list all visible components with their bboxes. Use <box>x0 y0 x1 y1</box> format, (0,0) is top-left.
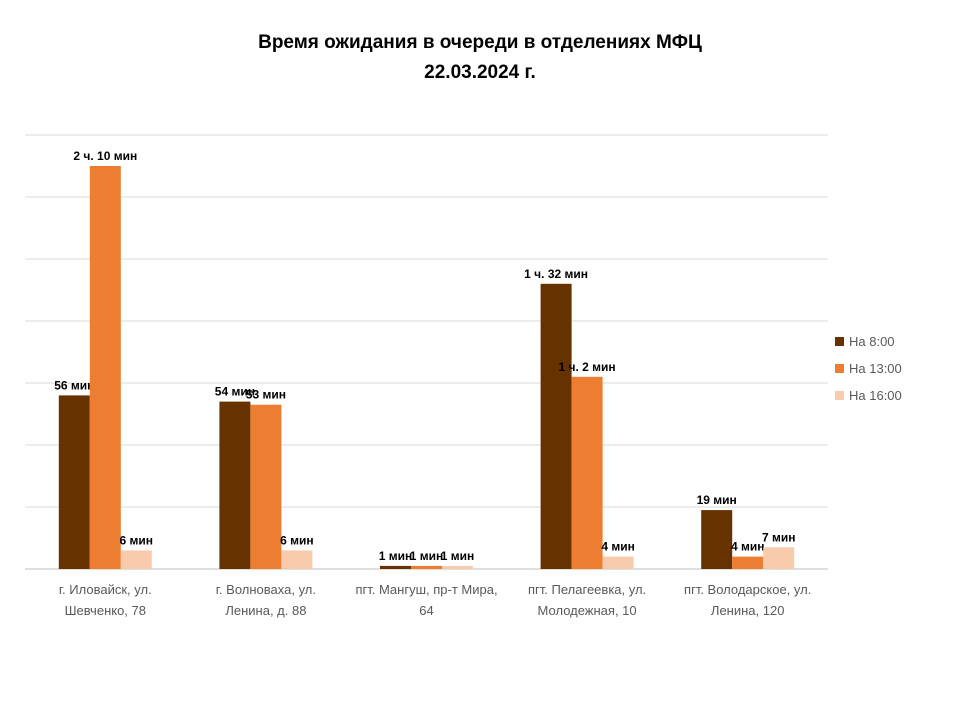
data-label: 4 мин <box>601 540 635 554</box>
x-tick-label: пгт. Володарское, ул. Ленина, 120 <box>684 582 812 618</box>
x-tick-label: г. Волноваха, ул. Ленина, д. 88 <box>215 582 316 618</box>
data-label: 56 мин <box>54 378 94 392</box>
bar <box>89 166 121 569</box>
data-label: 1 мин <box>410 549 444 563</box>
data-label: 6 мин <box>280 533 314 547</box>
data-label: 6 мин <box>120 533 154 547</box>
bar <box>411 565 442 569</box>
legend-item: На 16:00 <box>835 388 902 403</box>
data-label: 1 мин <box>441 549 475 563</box>
legend-swatch <box>835 337 844 346</box>
data-label: 1 ч. 32 мин <box>524 267 588 281</box>
bar <box>571 376 603 569</box>
data-label: 19 мин <box>697 493 737 507</box>
x-tick-label: пгт. Мангуш, пр-т Мира, 64 <box>355 582 498 618</box>
data-label: 4 мин <box>731 540 765 554</box>
bar <box>763 547 795 569</box>
legend-label: На 13:00 <box>849 361 902 376</box>
bar <box>540 283 572 569</box>
legend-item: На 8:00 <box>835 334 895 349</box>
legend-swatch <box>835 364 844 373</box>
bar <box>442 565 473 569</box>
chart-title: Время ожидания в очереди в отделениях МФ… <box>258 32 702 83</box>
bar <box>281 550 313 569</box>
bar <box>219 401 251 569</box>
legend-swatch <box>835 391 844 400</box>
x-tick-label: пгт. Пелагеевка, ул. Молодежная, 10 <box>528 582 647 618</box>
x-tick-label: г. Иловайск, ул. Шевченко, 78 <box>58 582 152 618</box>
data-label: 1 мин <box>379 549 413 563</box>
data-label: 54 мин <box>215 385 255 399</box>
bar <box>602 556 634 569</box>
bar <box>58 395 90 569</box>
data-label: 1 ч. 2 мин <box>559 360 616 374</box>
data-label: 2 ч. 10 мин <box>73 149 137 163</box>
legend-label: На 16:00 <box>849 388 902 403</box>
data-label: 53 мин <box>246 388 286 402</box>
legend-label: На 8:00 <box>849 334 895 349</box>
bar <box>701 510 733 569</box>
bar <box>732 556 764 569</box>
legend-item: На 13:00 <box>835 361 902 376</box>
bar <box>380 565 411 569</box>
data-label: 7 мин <box>762 530 796 544</box>
bar <box>120 550 152 569</box>
bar <box>250 404 282 569</box>
